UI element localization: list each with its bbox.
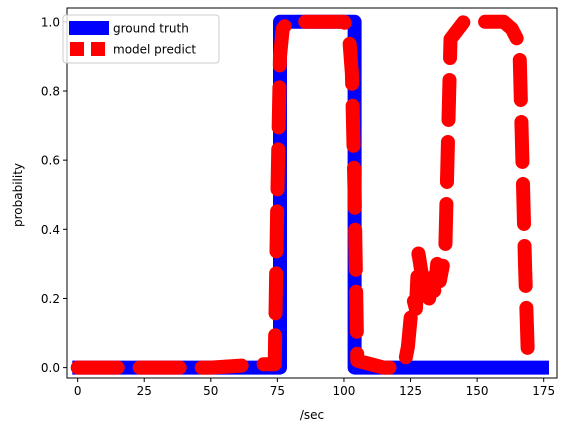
x-tick-label: 175 <box>532 384 555 398</box>
x-tick-label: 50 <box>203 384 218 398</box>
y-tick-label: 0.4 <box>41 223 60 237</box>
y-tick-label: 0.6 <box>41 154 60 168</box>
y-tick-label: 0.2 <box>41 292 60 306</box>
legend: ground truth model predict <box>63 15 219 63</box>
y-axis-ticks: 0.0 0.2 0.4 0.6 0.8 1.0 <box>41 15 67 375</box>
x-tick-label: 25 <box>137 384 152 398</box>
y-axis-label: probability <box>11 163 25 227</box>
legend-label-ground-truth: ground truth <box>113 22 189 36</box>
legend-label-model-predict: model predict <box>113 43 196 57</box>
x-tick-label: 0 <box>74 384 82 398</box>
x-tick-label: 125 <box>399 384 422 398</box>
x-tick-label: 75 <box>270 384 285 398</box>
x-axis-label: /sec <box>300 408 324 422</box>
y-tick-label: 0.8 <box>41 84 60 98</box>
x-tick-label: 150 <box>466 384 489 398</box>
x-axis-ticks: 0 25 50 75 100 125 150 175 <box>74 378 555 398</box>
y-tick-label: 0.0 <box>41 361 60 375</box>
y-tick-label: 1.0 <box>41 15 60 29</box>
x-tick-label: 100 <box>333 384 356 398</box>
